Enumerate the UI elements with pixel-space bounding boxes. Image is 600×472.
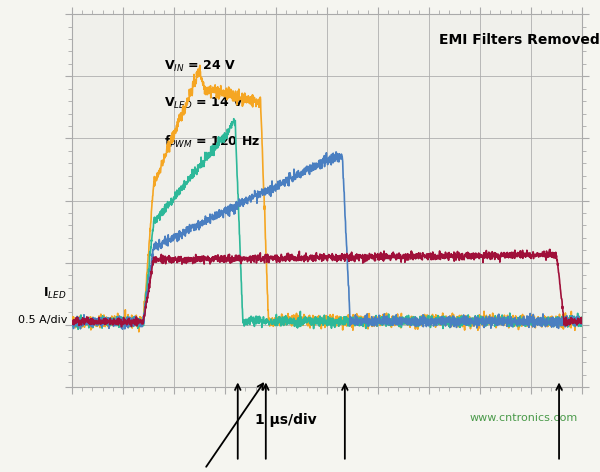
Text: EMI Filters Removed: EMI Filters Removed <box>439 33 600 47</box>
Text: 0.5 A/div: 0.5 A/div <box>17 315 67 325</box>
Text: f$_{PWM}$ = 120 Hz: f$_{PWM}$ = 120 Hz <box>164 134 260 150</box>
Text: V$_{IN}$ = 24 V: V$_{IN}$ = 24 V <box>164 59 236 74</box>
Text: www.cntronics.com: www.cntronics.com <box>470 413 578 423</box>
Text: I$_{LED}$: I$_{LED}$ <box>43 287 67 301</box>
Text: 1 μs/div: 1 μs/div <box>256 413 317 427</box>
Text: V$_{LED}$ = 14 V: V$_{LED}$ = 14 V <box>164 96 244 111</box>
